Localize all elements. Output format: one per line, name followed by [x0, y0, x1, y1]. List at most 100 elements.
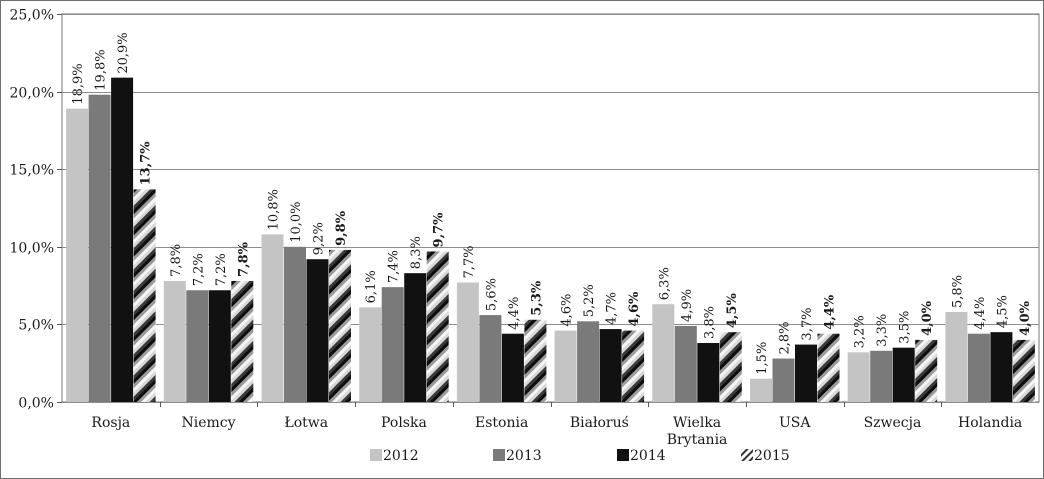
legend-swatch-2015 — [741, 449, 753, 461]
bar-2014 — [599, 329, 622, 402]
data-label: 3,5% — [898, 311, 913, 344]
bar-2015 — [524, 319, 547, 402]
bar-2014 — [404, 273, 427, 402]
bar-2015 — [817, 333, 840, 402]
data-label: 3,3% — [875, 314, 890, 347]
bar-2014 — [306, 259, 329, 402]
legend-label-2014: 2014 — [630, 448, 666, 464]
bar-2012 — [750, 378, 772, 402]
y-tick-label: 10,0% — [10, 241, 54, 257]
data-label: 3,8% — [702, 306, 717, 339]
bar-2012 — [945, 311, 968, 402]
data-label: 4,5% — [725, 293, 740, 329]
x-tick-label: USA — [779, 415, 811, 431]
y-tick-label: 0,0% — [18, 396, 54, 412]
data-label: 4,7% — [605, 292, 620, 325]
bar-2012 — [847, 352, 870, 402]
data-label: 5,2% — [582, 284, 597, 317]
data-label: 10,8% — [267, 189, 282, 230]
data-label: 3,7% — [800, 308, 815, 341]
x-tick-label: Wielka — [673, 415, 721, 431]
data-label: 4,5% — [995, 295, 1010, 328]
data-label: 7,4% — [387, 250, 402, 283]
x-tick-label: Holandia — [958, 415, 1022, 431]
data-label: 7,7% — [462, 245, 477, 278]
bar-2015 — [231, 280, 254, 402]
plot-area — [61, 13, 1040, 403]
bar-2015 — [426, 251, 449, 402]
data-label: 7,8% — [169, 244, 184, 277]
x-tick-label: Rosja — [91, 415, 130, 431]
y-tick-label: 15,0% — [10, 163, 54, 179]
data-label: 20,9% — [116, 32, 131, 73]
bar-2012 — [359, 307, 382, 402]
bar-2013 — [967, 333, 990, 402]
x-tick-label: Szwecja — [864, 415, 922, 431]
y-tick-label: 25,0% — [10, 8, 54, 24]
bar-2014 — [501, 333, 524, 402]
data-label: 7,8% — [236, 241, 251, 277]
data-label: 8,3% — [409, 236, 424, 269]
bar-2014 — [697, 343, 720, 402]
x-tick-label: Niemcy — [182, 415, 236, 431]
data-label: 19,8% — [94, 49, 109, 90]
y-tick-label: 20,0% — [10, 86, 54, 102]
bar-2012 — [554, 330, 577, 402]
data-label: 5,8% — [950, 275, 965, 308]
bar-2014 — [111, 77, 134, 402]
bar-2015 — [719, 332, 742, 402]
bar-2012 — [456, 282, 479, 402]
data-label: 7,2% — [191, 253, 206, 286]
data-label: 9,8% — [334, 210, 349, 246]
bar-2013 — [186, 290, 209, 402]
bar-2012 — [652, 304, 675, 402]
bar-2013 — [772, 358, 795, 402]
data-label: 10,0% — [289, 201, 304, 242]
bar-2014 — [990, 332, 1013, 402]
bar-2012 — [261, 234, 284, 402]
bar-2012 — [163, 280, 186, 402]
bar-2013 — [577, 321, 600, 402]
data-label: 4,6% — [627, 291, 642, 327]
data-label: 4,6% — [560, 294, 575, 327]
data-label: 9,7% — [432, 212, 447, 248]
bar-2014 — [892, 347, 915, 402]
bar-2014 — [795, 344, 817, 402]
data-label: 4,0% — [920, 300, 935, 336]
x-tick-label: Brytania — [667, 432, 728, 448]
legend-label-2015: 2015 — [754, 448, 790, 464]
data-label: 5,6% — [484, 278, 499, 311]
x-tick-label: Białoruś — [570, 415, 629, 431]
bar-2013 — [870, 350, 893, 402]
data-label: 2,8% — [778, 322, 793, 355]
bar-2013 — [88, 94, 111, 402]
legend-swatch-2012 — [370, 449, 382, 461]
data-label: 6,1% — [364, 270, 379, 303]
data-label: 7,2% — [214, 253, 229, 286]
bar-2015 — [1012, 339, 1035, 402]
legend-swatch-2013 — [493, 449, 505, 461]
data-label: 5,3% — [529, 280, 544, 316]
data-label: 4,4% — [973, 297, 988, 330]
legend-label-2013: 2013 — [506, 448, 542, 464]
x-tick-label: Estonia — [475, 415, 528, 431]
data-label: 13,7% — [139, 141, 154, 186]
legend-swatch-2014 — [617, 449, 629, 461]
data-label: 3,2% — [853, 315, 868, 348]
data-label: 6,3% — [657, 267, 672, 300]
bar-2015 — [133, 189, 156, 402]
x-tick-label: Polska — [381, 415, 427, 431]
bar-2013 — [284, 246, 306, 402]
data-label: 4,9% — [680, 289, 695, 322]
bar-2015 — [915, 339, 938, 402]
data-label: 9,2% — [312, 222, 327, 255]
bar-2014 — [208, 290, 231, 402]
data-label: 1,5% — [755, 342, 770, 375]
data-label: 4,4% — [823, 294, 838, 330]
data-label: 4,4% — [507, 297, 522, 330]
bar-2013 — [479, 315, 502, 402]
x-tick-label: Łotwa — [284, 415, 328, 431]
y-tick-label: 5,0% — [18, 318, 54, 334]
data-label: 18,9% — [71, 63, 86, 104]
